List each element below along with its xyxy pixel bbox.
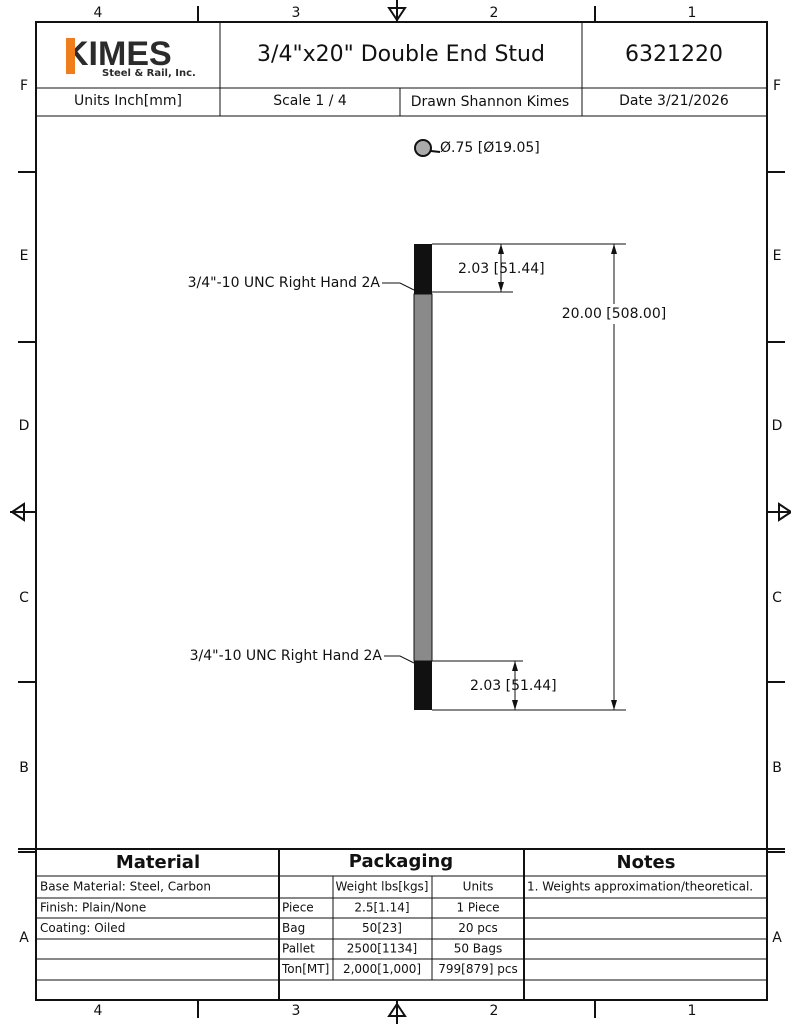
zone-row-label: C bbox=[19, 590, 29, 606]
zone-column-label: 4 bbox=[94, 1003, 103, 1019]
packaging-cell: 20 pcs bbox=[458, 921, 498, 935]
dimension-label: 2.03 [51.44] bbox=[470, 678, 557, 694]
dimension-arrow bbox=[512, 700, 518, 710]
dimension-label: 2.03 [51.44] bbox=[458, 261, 545, 277]
dimension-arrow bbox=[611, 700, 617, 710]
leader bbox=[382, 282, 415, 291]
thread-top bbox=[414, 244, 432, 294]
part-number: 6321220 bbox=[625, 42, 723, 67]
center-arrow bbox=[387, 1000, 407, 1024]
zone-column-label: 2 bbox=[490, 5, 499, 21]
packaging-cell: 2500[1134] bbox=[347, 942, 417, 956]
zone-row-label: E bbox=[20, 248, 29, 264]
diameter-leader bbox=[430, 150, 441, 153]
zone-row-label: F bbox=[20, 78, 28, 94]
diameter-symbol bbox=[414, 139, 432, 157]
dimension-arrow bbox=[498, 282, 504, 292]
material-row: Coating: Oiled bbox=[40, 921, 125, 935]
packaging-cell: 50 Bags bbox=[454, 942, 503, 956]
logo: KIMES bbox=[64, 35, 172, 73]
packaging-cell: Ton[MT] bbox=[281, 962, 329, 976]
center-arrow bbox=[767, 502, 791, 522]
stud-body bbox=[413, 293, 433, 662]
packaging-header: Weight lbs[kgs] bbox=[335, 880, 428, 894]
zone-column-label: 3 bbox=[292, 1003, 301, 1019]
zone-column-label: 4 bbox=[94, 5, 103, 21]
dimension-arrow bbox=[512, 661, 518, 671]
drawing-title: 3/4"x20" Double End Stud bbox=[257, 42, 545, 67]
packaging-cell: Pallet bbox=[282, 942, 315, 956]
packaging-cell: 2,000[1,000] bbox=[343, 962, 421, 976]
units: Units Inch[mm] bbox=[74, 93, 182, 109]
zone-row-label: E bbox=[773, 248, 782, 264]
zone-column-label: 1 bbox=[688, 1003, 697, 1019]
zone-row-label: D bbox=[772, 418, 783, 434]
packaging-cell: Piece bbox=[282, 901, 314, 915]
packaging-cell: Bag bbox=[282, 921, 305, 935]
packaging-cell: 1 Piece bbox=[456, 901, 499, 915]
zone-column-label: 3 bbox=[292, 5, 301, 21]
dimension-arrow bbox=[611, 244, 617, 254]
zone-row-label: B bbox=[19, 760, 29, 776]
zone-row-label: A bbox=[19, 930, 29, 946]
material-row: Base Material: Steel, Carbon bbox=[40, 880, 211, 894]
center-arrow bbox=[10, 502, 36, 522]
thread-callout: 3/4"-10 UNC Right Hand 2A bbox=[190, 648, 383, 664]
diameter-label: Ø.75 [Ø19.05] bbox=[440, 140, 540, 156]
packaging-cell: 2.5[1.14] bbox=[354, 901, 409, 915]
leader bbox=[384, 655, 415, 664]
zone-row-label: B bbox=[772, 760, 782, 776]
table-heading: Notes bbox=[617, 852, 676, 873]
scale: Scale 1 / 4 bbox=[273, 93, 347, 109]
thread-bottom bbox=[414, 661, 432, 710]
packaging-cell: 50[23] bbox=[362, 921, 402, 935]
label-bg bbox=[562, 304, 666, 324]
dimension-arrow bbox=[498, 244, 504, 254]
zone-column-label: 1 bbox=[688, 5, 697, 21]
logo-accent bbox=[66, 38, 75, 74]
zone-row-label: C bbox=[772, 590, 782, 606]
zone-row-label: F bbox=[773, 78, 781, 94]
drawn-by: Drawn Shannon Kimes bbox=[411, 94, 569, 110]
table-heading: Packaging bbox=[349, 851, 453, 872]
thread-callout: 3/4"-10 UNC Right Hand 2A bbox=[188, 275, 381, 291]
zone-column-label: 2 bbox=[490, 1003, 499, 1019]
zone-row-label: D bbox=[19, 418, 30, 434]
note-row: 1. Weights approximation/theoretical. bbox=[527, 880, 753, 894]
packaging-cell: 799[879] pcs bbox=[438, 962, 517, 976]
center-arrow bbox=[387, 0, 407, 22]
logo-subtitle: Steel & Rail, Inc. bbox=[102, 68, 196, 79]
zone-row-label: A bbox=[772, 930, 782, 946]
material-row: Finish: Plain/None bbox=[40, 901, 146, 915]
table-heading: Material bbox=[116, 852, 200, 873]
dimension-label: 20.00 [508.00] bbox=[562, 306, 666, 322]
packaging-header: Units bbox=[463, 880, 494, 894]
date: Date 3/21/2026 bbox=[619, 93, 729, 109]
